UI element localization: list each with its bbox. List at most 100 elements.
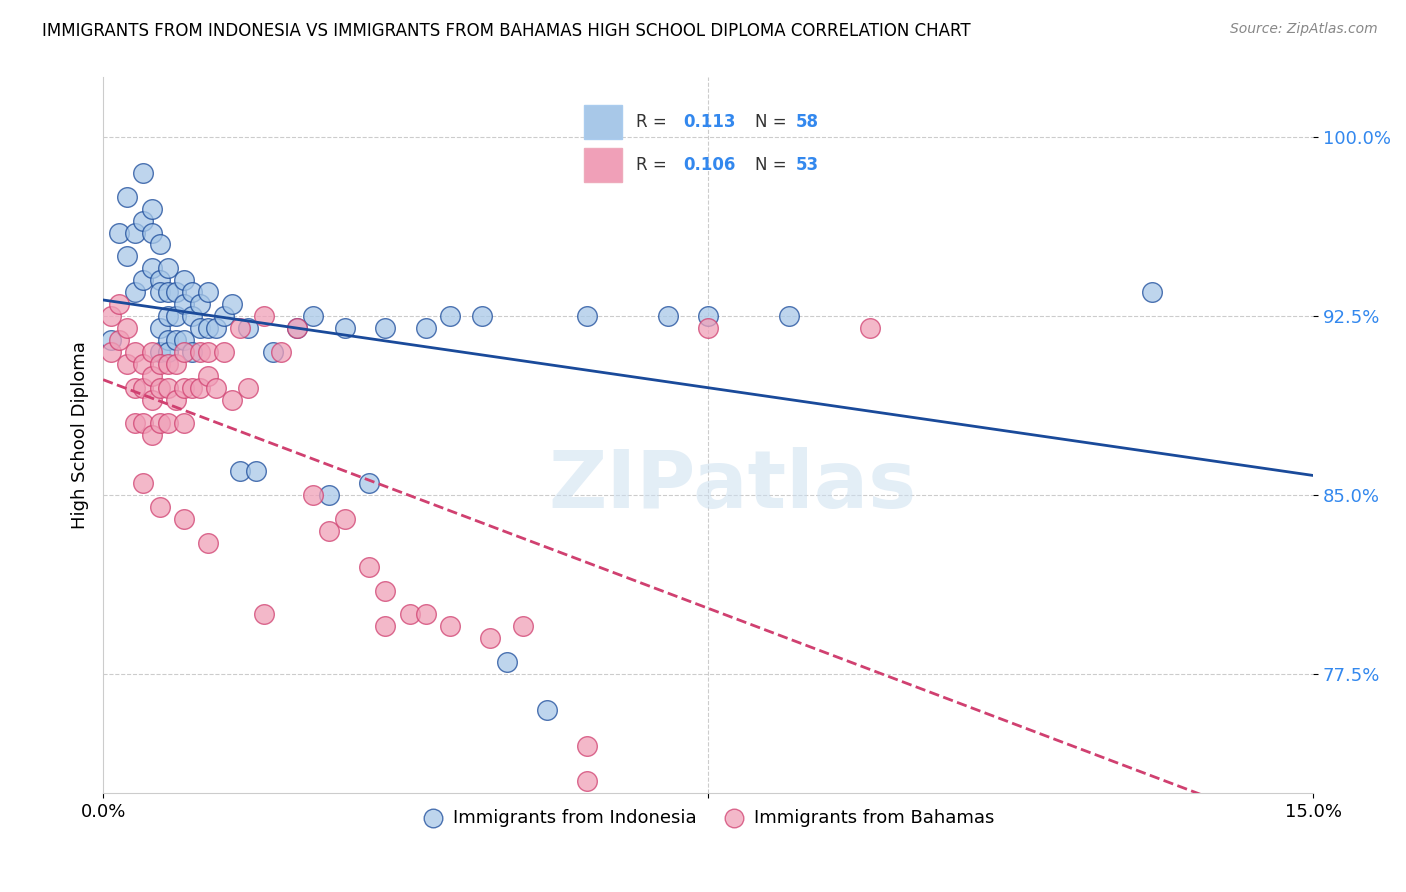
Point	[156, 285, 179, 300]
Point	[156, 417, 179, 431]
Point	[536, 703, 558, 717]
Point	[253, 607, 276, 622]
Point	[439, 309, 461, 323]
Point	[318, 524, 340, 538]
Point	[576, 774, 599, 789]
Point	[141, 368, 163, 383]
Point	[149, 273, 172, 287]
Point	[149, 285, 172, 300]
Legend: Immigrants from Indonesia, Immigrants from Bahamas: Immigrants from Indonesia, Immigrants fr…	[415, 802, 1001, 834]
Point	[197, 535, 219, 549]
Point	[149, 321, 172, 335]
Point	[229, 321, 252, 335]
Point	[141, 261, 163, 276]
Point	[318, 488, 340, 502]
Point	[262, 344, 284, 359]
Point	[495, 655, 517, 669]
Point	[197, 368, 219, 383]
Point	[173, 417, 195, 431]
Point	[188, 381, 211, 395]
Point	[149, 237, 172, 252]
Point	[415, 607, 437, 622]
Point	[188, 321, 211, 335]
Point	[238, 321, 260, 335]
Point	[778, 309, 800, 323]
Point	[285, 321, 308, 335]
Point	[359, 476, 381, 491]
Point	[156, 309, 179, 323]
Point	[117, 321, 139, 335]
Point	[165, 309, 187, 323]
Y-axis label: High School Diploma: High School Diploma	[72, 342, 89, 529]
Point	[165, 392, 187, 407]
Point	[188, 297, 211, 311]
Point	[359, 559, 381, 574]
Point	[374, 583, 396, 598]
Point	[173, 297, 195, 311]
Point	[165, 357, 187, 371]
Point	[141, 392, 163, 407]
Point	[132, 417, 155, 431]
Point	[205, 321, 228, 335]
Point	[253, 309, 276, 323]
Point	[141, 428, 163, 442]
Point	[374, 321, 396, 335]
Point	[156, 357, 179, 371]
Point	[141, 202, 163, 216]
Point	[229, 464, 252, 478]
Point	[100, 309, 122, 323]
Point	[180, 344, 202, 359]
Point	[156, 344, 179, 359]
Point	[238, 381, 260, 395]
Point	[132, 213, 155, 227]
Point	[471, 309, 494, 323]
Point	[197, 285, 219, 300]
Point	[374, 619, 396, 633]
Point	[149, 344, 172, 359]
Point	[180, 285, 202, 300]
Point	[173, 273, 195, 287]
Point	[156, 261, 179, 276]
Point	[132, 166, 155, 180]
Point	[270, 344, 292, 359]
Point	[124, 226, 146, 240]
Point	[479, 632, 502, 646]
Point	[197, 321, 219, 335]
Point	[657, 309, 679, 323]
Point	[188, 344, 211, 359]
Point	[141, 344, 163, 359]
Point	[697, 321, 720, 335]
Point	[173, 512, 195, 526]
Point	[212, 344, 235, 359]
Point	[205, 381, 228, 395]
Point	[117, 249, 139, 263]
Point	[124, 417, 146, 431]
Point	[173, 344, 195, 359]
Point	[1140, 285, 1163, 300]
Point	[124, 285, 146, 300]
Point	[149, 500, 172, 514]
Point	[117, 357, 139, 371]
Point	[132, 476, 155, 491]
Point	[398, 607, 420, 622]
Point	[100, 333, 122, 347]
Point	[697, 309, 720, 323]
Point	[117, 190, 139, 204]
Point	[149, 381, 172, 395]
Point	[197, 344, 219, 359]
Point	[576, 309, 599, 323]
Point	[165, 285, 187, 300]
Text: IMMIGRANTS FROM INDONESIA VS IMMIGRANTS FROM BAHAMAS HIGH SCHOOL DIPLOMA CORRELA: IMMIGRANTS FROM INDONESIA VS IMMIGRANTS …	[42, 22, 970, 40]
Point	[333, 512, 356, 526]
Point	[132, 273, 155, 287]
Point	[333, 321, 356, 335]
Point	[245, 464, 267, 478]
Point	[149, 357, 172, 371]
Point	[512, 619, 534, 633]
Point	[415, 321, 437, 335]
Point	[108, 297, 131, 311]
Point	[149, 417, 172, 431]
Point	[165, 333, 187, 347]
Point	[132, 357, 155, 371]
Point	[212, 309, 235, 323]
